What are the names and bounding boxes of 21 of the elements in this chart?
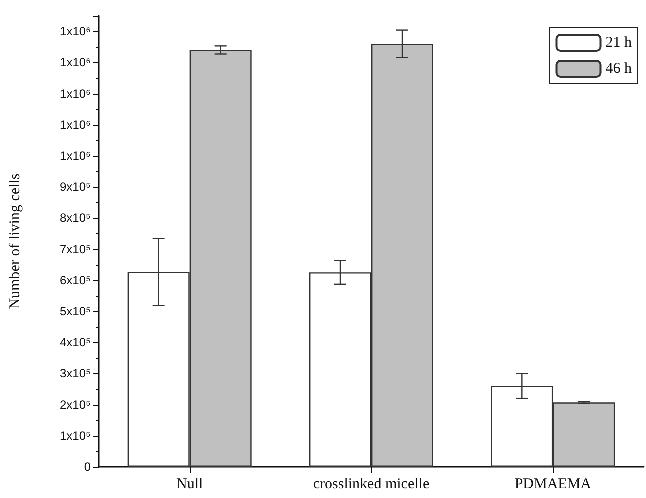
y-tick-label: 3x10⁵ (60, 366, 92, 381)
y-tick-label: 1x10⁶ (60, 118, 92, 132)
y-tick-label: 9x10⁵ (60, 180, 92, 194)
x-tick-label: crosslinked micelle (313, 476, 430, 492)
y-tick-label: 2x10⁵ (60, 398, 92, 412)
y-tick-label: 6x10⁵ (60, 273, 92, 288)
y-tick-label: 7x10⁵ (60, 242, 92, 256)
y-tick-label: 4x10⁵ (60, 336, 92, 350)
x-tick-label: PDMAEMA (514, 476, 592, 492)
y-tick-label: 1x10⁶ (60, 24, 92, 39)
legend-label: 46 h (606, 61, 632, 77)
x-tick-label: Null (176, 476, 204, 492)
y-tick-label: 5x10⁵ (60, 304, 92, 318)
y-tick-label: 0 (84, 460, 92, 474)
y-tick-label: 1x10⁶ (60, 148, 92, 163)
y-tick-label: 1x10⁵ (60, 428, 92, 443)
y-tick-label: 1x10⁶ (60, 86, 92, 101)
y-tick-label: 8x10⁵ (60, 211, 92, 226)
y-tick-label: 1x10⁶ (60, 56, 92, 70)
legend-label: 21 h (606, 35, 632, 51)
y-axis-title: Number of living cells (8, 174, 24, 310)
